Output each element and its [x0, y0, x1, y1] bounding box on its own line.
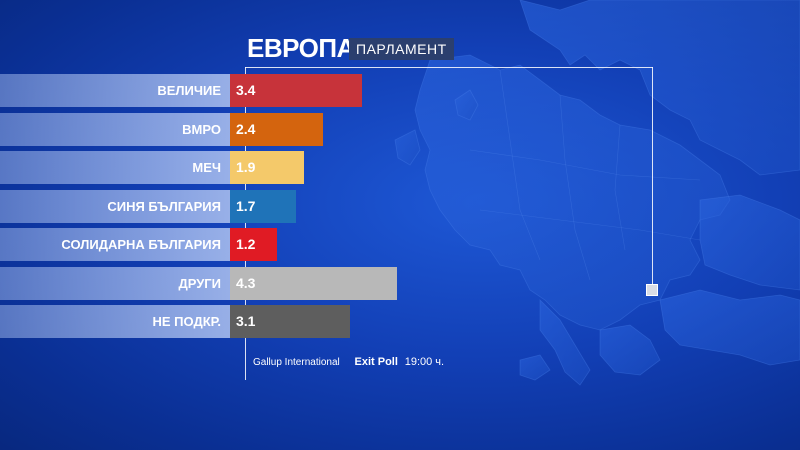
bar-row: СИНЯ БЪЛГАРИЯ 1.7	[0, 189, 800, 223]
bar-value-label: 3.4	[236, 82, 256, 98]
poll-label: Exit Poll	[354, 356, 398, 368]
chart-title: ЕВРОПА	[247, 33, 355, 63]
bar: 1.7	[230, 189, 297, 223]
category-label: СИНЯ БЪЛГАРИЯ	[107, 198, 221, 214]
frame-line-left	[245, 67, 246, 380]
bar: 3.1	[230, 305, 351, 338]
category-label: НЕ ПОДКР.	[152, 314, 222, 329]
bar-row: МЕЧ 1.9	[0, 151, 800, 184]
category-label: СОЛИДАРНА БЪЛГАРИЯ	[61, 237, 221, 252]
bar-row: ВЕЛИЧИЕ 3.4	[0, 74, 800, 107]
bar-value-label: 4.3	[236, 274, 256, 291]
category-label-band: ДРУГИ	[0, 266, 230, 300]
bar: 4.3	[230, 266, 397, 300]
bar-row: НЕ ПОДКР. 3.1	[0, 305, 800, 338]
bar-row: ДРУГИ 4.3	[0, 266, 800, 300]
bar-value-label: 1.9	[236, 159, 256, 175]
bar: 2.4	[230, 112, 324, 146]
bar: 1.9	[230, 151, 304, 184]
category-label-band: НЕ ПОДКР.	[0, 305, 230, 338]
bar: 3.4	[230, 74, 363, 107]
bar-value-label: 3.1	[236, 313, 256, 329]
map-location-marker	[646, 284, 658, 296]
category-label: ВМРО	[182, 121, 221, 137]
bar-row: ВМРО 2.4	[0, 112, 800, 146]
category-label-band: ВЕЛИЧИЕ	[0, 74, 230, 107]
source-organization: Gallup International	[253, 357, 340, 368]
frame-line-right	[652, 67, 653, 285]
category-label-band: ВМРО	[0, 112, 230, 146]
bar-value-label: 2.4	[236, 120, 256, 137]
category-label: МЕЧ	[192, 160, 221, 175]
chart-subtitle-badge: ПАРЛАМЕНТ	[349, 38, 454, 60]
category-label-band: МЕЧ	[0, 151, 230, 184]
bar-value-label: 1.2	[236, 236, 256, 252]
bar-value-label: 1.7	[236, 197, 256, 214]
source-line: Gallup International Exit Poll 19:00 ч.	[253, 356, 444, 368]
category-label-band: СИНЯ БЪЛГАРИЯ	[0, 189, 230, 223]
frame-line-top	[245, 67, 653, 68]
bar-row: СОЛИДАРНА БЪЛГАРИЯ 1.2	[0, 228, 800, 261]
category-label-band: СОЛИДАРНА БЪЛГАРИЯ	[0, 228, 230, 261]
bar: 1.2	[230, 228, 277, 261]
category-label: ДРУГИ	[178, 275, 221, 291]
category-label: ВЕЛИЧИЕ	[157, 83, 221, 98]
poll-time: 19:00 ч.	[404, 356, 445, 368]
